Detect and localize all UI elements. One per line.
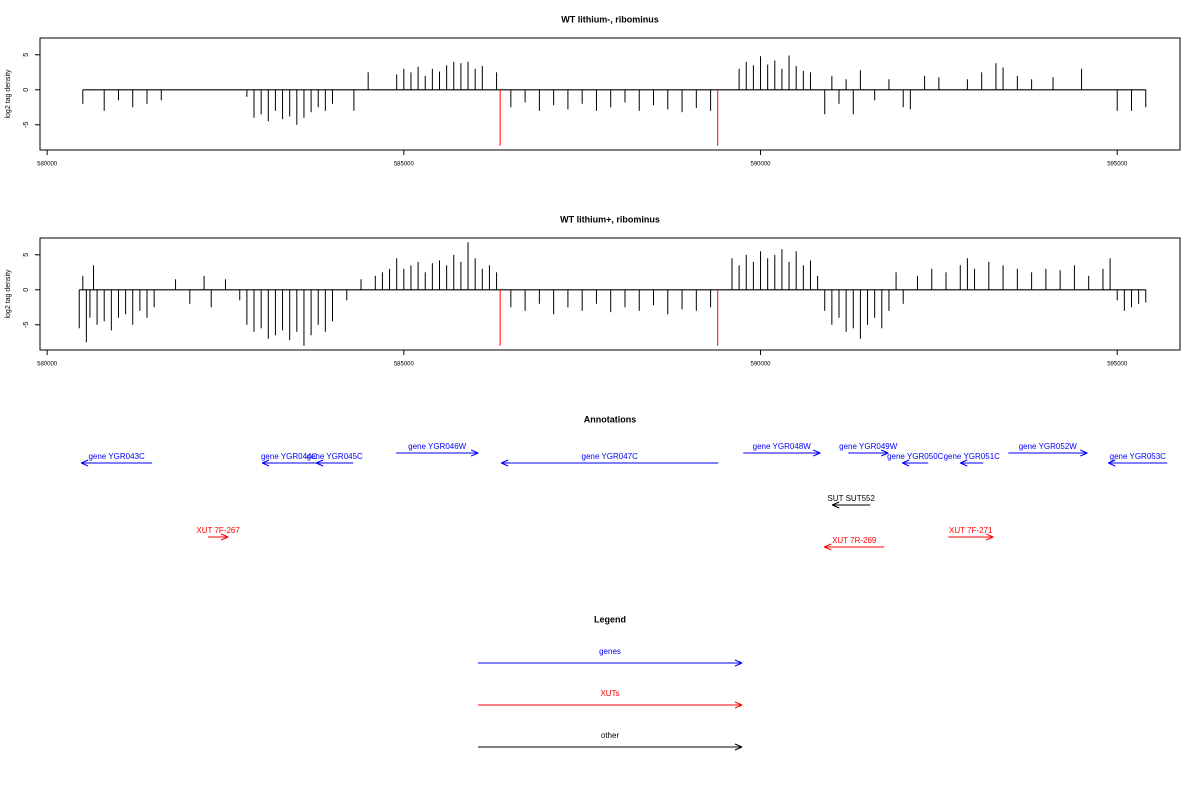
feature-arrow-head (902, 462, 910, 467)
feature-arrow-head (470, 452, 479, 457)
feature-label: gene YGR047C (582, 452, 639, 461)
feature-arrow-head (813, 449, 821, 454)
feature-label: XUT 7F-271 (949, 526, 993, 535)
feature-label: gene YGR046W (408, 442, 467, 451)
feature-arrow-head (824, 546, 832, 551)
feature-arrow-head (261, 459, 270, 464)
y-axis-label: log2 tag density (5, 269, 12, 319)
feature-arrow-head (1080, 449, 1088, 454)
feature-label: gene YGR049W (839, 442, 898, 451)
feature-arrow-head (1080, 452, 1088, 457)
feature-arrow-head (1108, 459, 1116, 464)
feature-arrow-head (881, 452, 889, 457)
x-tick-label: 590000 (751, 362, 772, 368)
x-tick-label: 580000 (37, 162, 58, 168)
feature-label: gene YGR044C (261, 452, 318, 461)
y-tick-label: 5 (23, 53, 30, 57)
feature-arrow-head (813, 452, 821, 457)
plot-frame (39, 37, 1181, 151)
legend-title: Legend (594, 614, 626, 624)
feature-label: SUT SUT552 (828, 494, 876, 503)
feature-label: gene YGR045C (306, 452, 363, 461)
feature-arrow-head (960, 459, 968, 464)
feature-label: XUT 7F-267 (196, 526, 240, 535)
y-tick-label: 5 (23, 253, 30, 257)
feature-arrow-head (986, 533, 994, 538)
feature-arrow-head (824, 543, 832, 548)
x-tick-label: 580000 (37, 362, 58, 368)
feature-arrow-head (220, 533, 229, 538)
feature-arrow-head (501, 462, 509, 467)
legend-arrow-head (734, 743, 743, 748)
feature-arrow-head (80, 459, 89, 464)
feature-arrow-head (501, 459, 509, 464)
plot-frame (39, 237, 1181, 351)
feature-label: gene YGR053C (1110, 452, 1167, 461)
x-tick-label: 595000 (1107, 362, 1128, 368)
feature-label: gene YGR051C (944, 452, 1001, 461)
feature-arrow-head (986, 536, 994, 541)
feature-arrow-head (881, 449, 889, 454)
feature-label: gene YGR052W (1019, 442, 1078, 451)
legend-label: XUTs (600, 689, 619, 698)
x-tick-label: 585000 (394, 362, 415, 368)
feature-label: gene YGR048W (753, 442, 812, 451)
x-tick-label: 585000 (394, 162, 415, 168)
feature-arrow-head (1108, 462, 1116, 467)
annotations-title: Annotations (584, 414, 637, 424)
legend-label: other (601, 731, 620, 740)
feature-arrow-head (220, 536, 229, 541)
legend-arrow-head (734, 701, 743, 706)
feature-arrow-head (832, 501, 840, 506)
feature-arrow-head (315, 462, 324, 467)
legend-label: genes (599, 647, 621, 656)
feature-label: gene YGR050C (887, 452, 944, 461)
legend-arrow-head (734, 704, 743, 709)
legend-arrow-head (734, 662, 743, 667)
y-axis-label: log2 tag density (5, 69, 12, 119)
feature-arrow-head (960, 462, 968, 467)
y-tick-label: 0 (23, 88, 30, 92)
y-tick-label: 0 (23, 288, 30, 292)
feature-arrow-head (261, 462, 270, 467)
legend-arrow-head (734, 659, 743, 664)
y-tick-label: -5 (23, 122, 30, 128)
x-tick-label: 590000 (751, 162, 772, 168)
feature-arrow-head (80, 462, 89, 467)
x-tick-label: 595000 (1107, 162, 1128, 168)
feature-label: gene YGR043C (88, 452, 145, 461)
legend-arrow-head (734, 746, 743, 751)
y-tick-label: -5 (23, 322, 30, 328)
feature-arrow-head (902, 459, 910, 464)
feature-label: XUT 7R-269 (832, 536, 877, 545)
feature-arrow-head (832, 504, 840, 509)
feature-arrow-head (315, 459, 324, 464)
panel-title: WT lithium-, ribominus (561, 14, 659, 24)
feature-arrow-head (470, 449, 479, 454)
panel-title: WT lithium+, ribominus (560, 214, 660, 224)
